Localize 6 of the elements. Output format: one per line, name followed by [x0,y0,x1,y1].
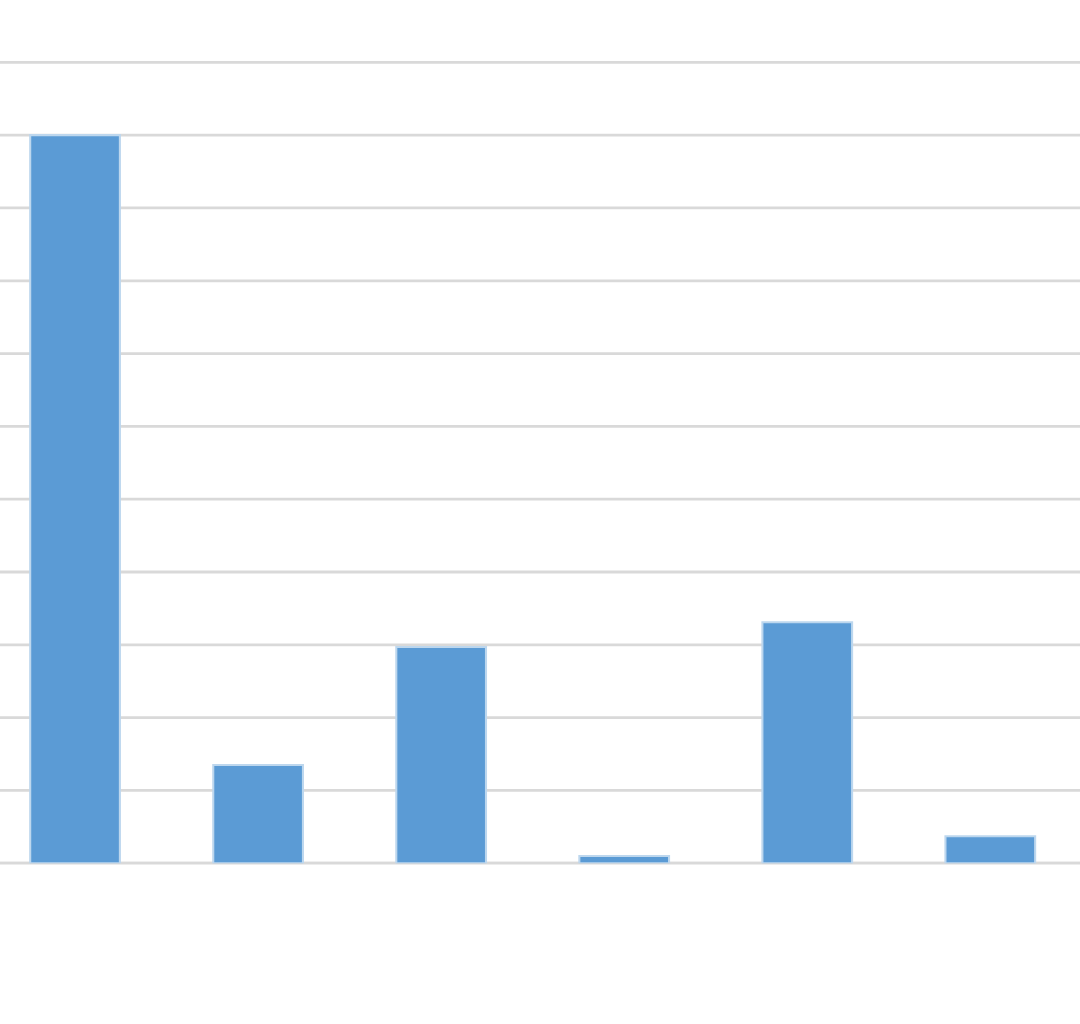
bar [395,645,488,864]
bar [761,621,854,864]
bar [29,134,121,864]
bar [944,835,1037,864]
bar [212,763,304,864]
bar [578,854,671,864]
